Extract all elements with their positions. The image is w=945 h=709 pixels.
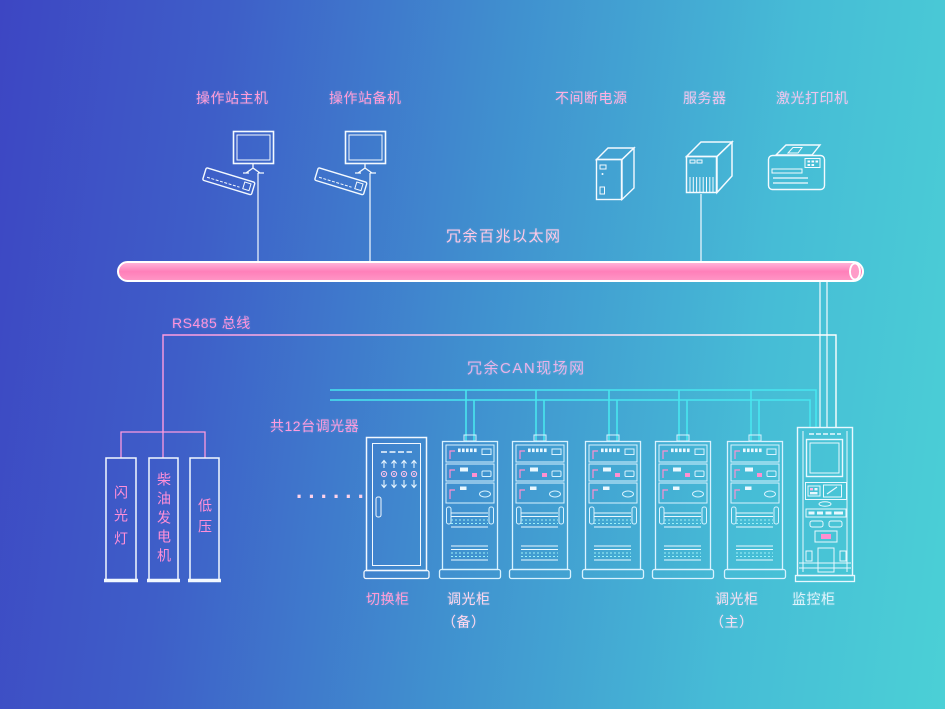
rs485-bus-lines bbox=[120, 334, 837, 458]
dimmer-cabinet-backup bbox=[438, 389, 502, 580]
pipe-end-cap bbox=[849, 262, 861, 281]
label-operator-station-backup: 操作站备机 bbox=[329, 90, 402, 106]
dimmer-cabinet-main bbox=[723, 389, 787, 580]
label-dimmer-cabinet-backup: 调光柜 bbox=[447, 591, 491, 607]
monitor-cabinet bbox=[794, 426, 856, 583]
label-ups: 不间断电源 bbox=[555, 90, 628, 106]
switch-cabinet bbox=[363, 436, 430, 580]
label-server: 服务器 bbox=[683, 90, 727, 106]
label-laser-printer: 激光打印机 bbox=[776, 90, 849, 106]
dimmer-cabinet bbox=[508, 389, 572, 580]
label-ethernet-network: 冗余百兆以太网 bbox=[446, 228, 562, 245]
label-monitor-cabinet: 监控柜 bbox=[792, 591, 836, 607]
field-device-boxes bbox=[104, 457, 221, 583]
label-dimmer-count: 共12台调光器 bbox=[270, 418, 360, 434]
ethernet-drop-lines bbox=[257, 173, 828, 427]
dimmer-cabinet bbox=[651, 389, 715, 580]
label-dimmer-cabinet-main: 调光柜 bbox=[715, 591, 759, 607]
server-tower-icon bbox=[684, 140, 734, 195]
label-can-network: 冗余CAN现场网 bbox=[467, 360, 586, 377]
workstation-icon bbox=[201, 130, 275, 196]
label-flash-light: 闪光灯 bbox=[113, 484, 129, 554]
workstation-icon bbox=[313, 130, 387, 196]
label-dimmer-cabinet-main-sub: （主） bbox=[710, 614, 754, 630]
label-rs485-bus: RS485 总线 bbox=[172, 315, 251, 331]
label-diesel-generator: 柴油发电机 bbox=[156, 471, 172, 567]
dimmer-cabinet bbox=[581, 389, 645, 580]
laser-printer-icon bbox=[767, 144, 826, 191]
label-low-voltage: 低压 bbox=[197, 498, 213, 540]
can-bus-lines bbox=[330, 389, 817, 427]
label-dimmer-cabinet-backup-sub: （备） bbox=[442, 614, 486, 630]
cabinet-screen bbox=[805, 438, 844, 478]
ups-icon bbox=[594, 146, 636, 202]
ethernet-bus-pipe bbox=[117, 261, 864, 282]
label-operator-station-main: 操作站主机 bbox=[196, 90, 269, 106]
label-switch-cabinet: 切换柜 bbox=[366, 591, 410, 607]
ellipsis-dots: ······ bbox=[296, 484, 370, 509]
